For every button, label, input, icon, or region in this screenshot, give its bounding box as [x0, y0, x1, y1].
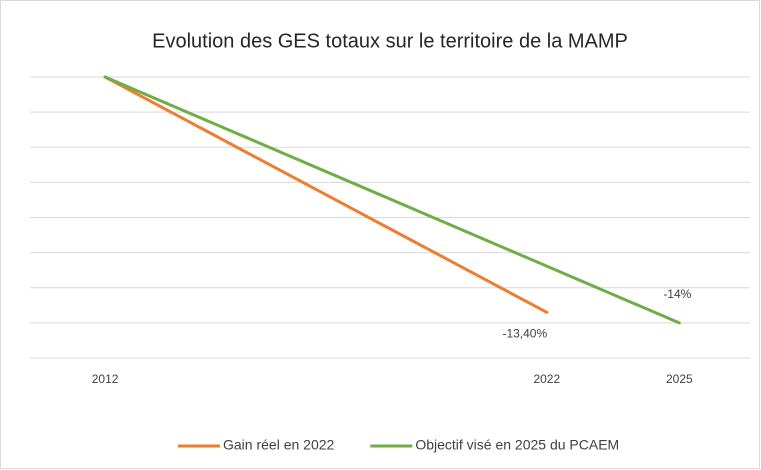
legend-label: Objectif visé en 2025 du PCAEM — [415, 437, 619, 453]
chart-title: Evolution des GES totaux sur le territoi… — [152, 30, 628, 52]
x-tick-label: 2022 — [533, 372, 560, 386]
legend-label: Gain réel en 2022 — [223, 437, 335, 453]
line — [103, 75, 549, 314]
data-label: -13,40% — [502, 327, 547, 341]
line — [103, 75, 681, 325]
x-tick-label: 2012 — [92, 372, 119, 386]
data-label: -14% — [663, 287, 691, 301]
x-tick-label: 2025 — [666, 372, 693, 386]
